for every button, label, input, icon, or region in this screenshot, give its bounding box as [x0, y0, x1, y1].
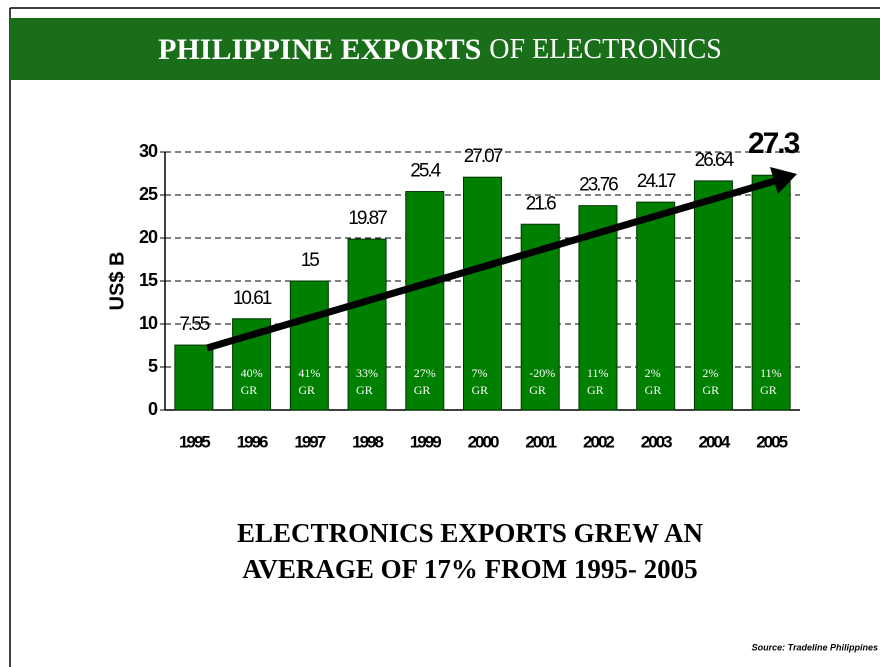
bar	[174, 344, 214, 411]
value-label: 24.17	[637, 171, 676, 192]
y-tick-label: 10	[139, 313, 158, 333]
value-label: 26.64	[695, 150, 735, 171]
bar	[463, 176, 502, 411]
growth-suffix: GR	[241, 383, 258, 397]
bar	[289, 280, 329, 411]
headline: ELECTRONICS EXPORTS GREW AN	[237, 518, 703, 548]
chart-title: PHILIPPINE EXPORTS	[158, 33, 481, 66]
y-tick-label: 30	[139, 141, 158, 161]
y-tick-label: 20	[139, 227, 158, 247]
value-label: 27.07	[464, 146, 503, 167]
value-label: 21.6	[526, 193, 556, 214]
growth-label: 2%	[818, 366, 834, 380]
growth-label: 40%	[241, 366, 263, 380]
growth-label: 33%	[356, 366, 378, 380]
value-label: 10.61	[233, 288, 272, 309]
source-note: Source: Tradeline Philippines	[752, 642, 878, 652]
x-tick-label: 1998	[352, 432, 383, 451]
growth-suffix: GR	[414, 383, 431, 397]
growth-suffix: GR	[529, 383, 546, 397]
x-tick-label: 1997	[294, 432, 325, 451]
bar	[347, 238, 387, 411]
value-label: 15	[301, 250, 320, 271]
growth-label: 2%	[645, 366, 661, 380]
title-banner	[10, 18, 880, 80]
bar	[636, 201, 676, 411]
trend-arrowhead	[770, 167, 797, 194]
y-tick-label: 5	[148, 356, 158, 376]
bar	[405, 191, 445, 411]
value-label: 23.76	[579, 175, 618, 196]
value-label: 19.87	[348, 208, 387, 229]
x-tick-label: 1996	[237, 432, 268, 451]
value-label: 25.4	[410, 161, 441, 182]
growth-suffix: GR	[818, 383, 835, 397]
x-tick-label: 2000	[468, 432, 499, 451]
trend-arrow	[206, 174, 786, 352]
growth-suffix: GR	[298, 383, 315, 397]
y-axis-label: US$ B	[106, 252, 128, 311]
x-tick-label: 2002	[583, 432, 614, 451]
growth-label: 41%	[298, 366, 320, 380]
value-label: 7.55	[179, 314, 209, 335]
value-label: 27.3	[748, 127, 800, 160]
x-tick-label: 2001	[525, 432, 556, 451]
growth-suffix: GR	[645, 383, 662, 397]
title-line: PHILIPPINE EXPORTS OF ELECTRONICS	[158, 33, 722, 66]
y-tick-label: 15	[139, 270, 158, 290]
y-tick-label: 25	[139, 184, 158, 204]
growth-label: 11%	[760, 366, 782, 380]
growth-label: 2%	[702, 366, 718, 380]
growth-suffix: GR	[472, 383, 489, 397]
growth-suffix: GR	[702, 383, 719, 397]
growth-label: 11%	[587, 366, 609, 380]
x-tick-label: 2004	[698, 432, 730, 451]
x-tick-label: 1999	[410, 432, 441, 451]
headline: AVERAGE OF 17% FROM 1995- 2005	[242, 554, 697, 584]
growth-label: 7%	[472, 366, 488, 380]
growth-label: -20%	[529, 366, 555, 380]
x-tick-label: 1995	[179, 432, 210, 451]
growth-suffix: GR	[587, 383, 604, 397]
x-tick-label: 2005	[756, 432, 787, 451]
y-tick-label: 0	[148, 399, 158, 419]
growth-suffix: GR	[356, 383, 373, 397]
bar	[751, 174, 791, 411]
x-tick-label: 2003	[641, 432, 672, 451]
bar	[693, 180, 733, 411]
chart-subtitle: OF ELECTRONICS	[489, 34, 722, 65]
growth-label: 27%	[414, 366, 436, 380]
growth-suffix: GR	[760, 383, 777, 397]
